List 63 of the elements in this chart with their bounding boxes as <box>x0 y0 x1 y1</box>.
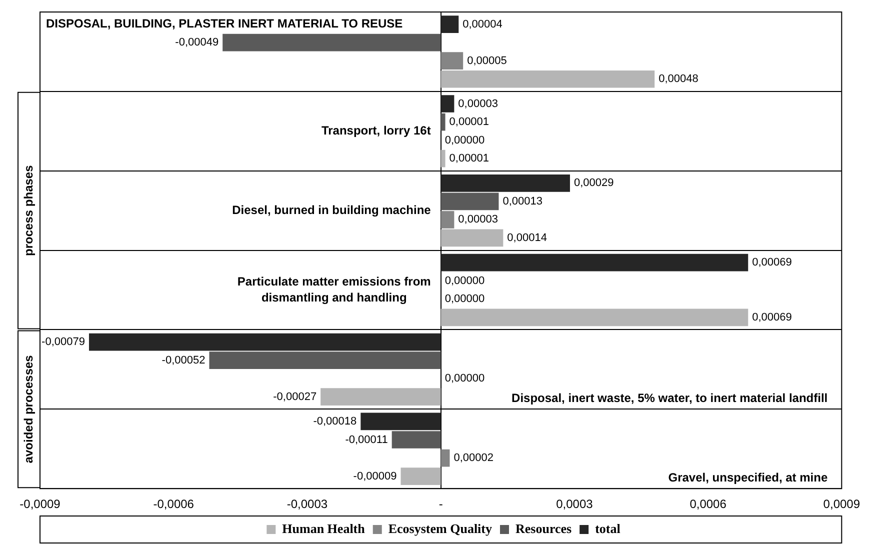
legend-label: total <box>595 520 621 536</box>
y-tick-label: Diesel, burned in building machine <box>232 202 432 217</box>
data-label: -0,00018 <box>313 416 357 428</box>
x-tick-label: - <box>438 497 443 512</box>
bar <box>440 229 504 247</box>
bar <box>440 113 446 131</box>
y-tick-label: Particulate matter emissions from dismantling and handling <box>237 274 431 304</box>
legend-label: Resources <box>515 520 572 536</box>
text: process phases <box>21 164 36 256</box>
bar <box>440 95 454 112</box>
data-label: 0,00004 <box>462 18 502 30</box>
y-tick-label: Gravel, unspecified, at mine <box>668 470 828 485</box>
data-label: 0,00001 <box>449 152 490 165</box>
data-label: -0,00011 <box>345 434 388 446</box>
bar <box>440 211 454 228</box>
legend-label: Human Health <box>282 520 366 536</box>
data-label: 0,00069 <box>752 311 792 324</box>
bar <box>440 449 450 467</box>
bar <box>400 468 441 485</box>
legend-label: Ecosystem Quality <box>388 520 492 536</box>
bar <box>88 333 441 351</box>
data-label: 0,00048 <box>658 73 698 86</box>
x-tick-label: -0,0009 <box>20 497 61 512</box>
bar <box>440 70 655 88</box>
bar <box>392 431 441 448</box>
y-tick-label: Disposal, inert waste, 5% water, to inert material landfill <box>512 391 828 406</box>
bar <box>440 52 464 70</box>
bar <box>440 254 748 272</box>
data-label: -0,00049 <box>175 36 219 49</box>
data-label: -0,00027 <box>273 390 317 403</box>
bar <box>222 34 441 52</box>
data-label: 0,00000 <box>444 134 485 146</box>
bar <box>440 16 459 33</box>
x-tick-label: -0,0006 <box>153 497 194 512</box>
data-label: 0,00005 <box>467 54 507 67</box>
data-label: 0,00000 <box>444 274 485 287</box>
data-label: 0,00014 <box>507 232 547 244</box>
data-label: 0,00002 <box>454 452 494 464</box>
bar <box>209 352 441 369</box>
data-label: 0,00000 <box>444 372 485 385</box>
x-tick-label: 0,0006 <box>690 497 727 512</box>
y-tick-label: DISPOSAL, BUILDING, PLASTER INERT MATERIAL TO REUSE <box>46 16 403 31</box>
data-label: -0,00079 <box>42 336 85 348</box>
bar <box>440 150 446 168</box>
bar <box>320 388 441 406</box>
y-tick-label: Transport, lorry 16t <box>321 123 431 138</box>
text: avoided processes <box>21 354 36 464</box>
bar <box>440 174 570 192</box>
bar <box>440 192 499 210</box>
data-label: 0,00069 <box>752 256 792 269</box>
x-tick-label: -0,0003 <box>286 497 328 512</box>
data-label: 0,00003 <box>458 214 498 226</box>
x-tick-label: 0,0009 <box>823 497 860 512</box>
bar <box>440 308 748 326</box>
data-label: 0,00029 <box>574 177 614 190</box>
data-label: 0,00013 <box>502 195 542 208</box>
x-tick-label: 0,0003 <box>556 497 594 512</box>
bar <box>360 412 441 430</box>
data-label: 0,00003 <box>458 98 498 110</box>
data-label: 0,00000 <box>444 293 485 306</box>
data-label: 0,00001 <box>449 116 490 128</box>
data-label: -0,00052 <box>162 354 206 366</box>
data-label: -0,00009 <box>353 470 397 482</box>
